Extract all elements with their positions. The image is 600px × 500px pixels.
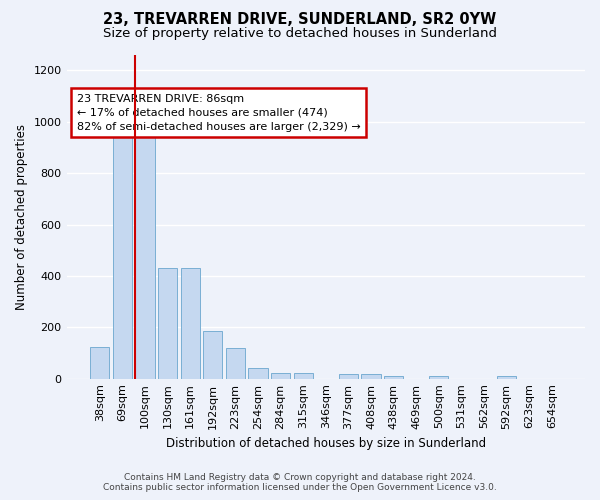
Bar [248, 368, 268, 378]
Bar [384, 376, 403, 378]
Bar [429, 376, 448, 378]
Bar [158, 268, 177, 378]
Bar [181, 268, 200, 378]
Bar [361, 374, 380, 378]
Y-axis label: Number of detached properties: Number of detached properties [15, 124, 28, 310]
Text: Contains HM Land Registry data © Crown copyright and database right 2024.
Contai: Contains HM Land Registry data © Crown c… [103, 473, 497, 492]
Bar [226, 348, 245, 378]
Text: 23 TREVARREN DRIVE: 86sqm
← 17% of detached houses are smaller (474)
82% of semi: 23 TREVARREN DRIVE: 86sqm ← 17% of detac… [77, 94, 361, 132]
Text: Size of property relative to detached houses in Sunderland: Size of property relative to detached ho… [103, 28, 497, 40]
Bar [90, 346, 109, 378]
Text: 23, TREVARREN DRIVE, SUNDERLAND, SR2 0YW: 23, TREVARREN DRIVE, SUNDERLAND, SR2 0YW [103, 12, 497, 28]
Bar [271, 373, 290, 378]
X-axis label: Distribution of detached houses by size in Sunderland: Distribution of detached houses by size … [166, 437, 486, 450]
Bar [136, 134, 155, 378]
Bar [293, 373, 313, 378]
Bar [113, 134, 132, 378]
Bar [497, 376, 516, 378]
Bar [339, 374, 358, 378]
Bar [203, 331, 223, 378]
